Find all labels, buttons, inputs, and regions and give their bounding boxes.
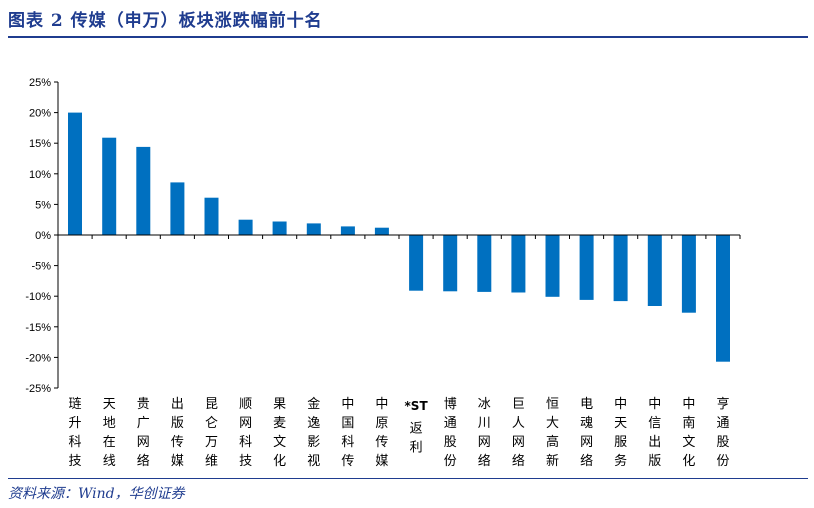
bar <box>374 227 389 235</box>
category-label: 恒大高新 <box>546 397 559 469</box>
category-label: 顺网科技 <box>239 397 252 469</box>
bar <box>204 197 219 235</box>
y-tick-label: -25% <box>25 383 51 395</box>
y-axis: 25% 20% 15% 10% 5% 0% -5% -10% -15% -20% -25% <box>25 77 59 395</box>
bar <box>613 235 628 302</box>
source-note: 资料来源：Wind，华创证券 <box>8 486 185 502</box>
category-label: *ST 返利 <box>405 399 429 456</box>
y-tick-label: 15% <box>29 138 51 150</box>
bar <box>272 221 287 235</box>
category-label: 电魂网络 <box>580 397 593 469</box>
bar <box>68 112 82 235</box>
category-labels: 琏升科技 天地在线 贵广网络 出版传媒 昆仑万维 顺网科技 果麦文化 金逸影视 中国科传 中原传媒… <box>68 396 729 469</box>
y-tick-label: 0% <box>35 230 51 242</box>
bar <box>647 235 662 306</box>
bar <box>238 219 253 235</box>
category-label: 中天服务 <box>614 397 627 469</box>
category-label: 金逸影视 <box>307 396 320 469</box>
category-label: 博通股份 <box>444 397 457 469</box>
bar <box>340 226 355 235</box>
y-tick-label: -5% <box>31 261 51 273</box>
y-tick-label: -10% <box>25 291 51 303</box>
bar <box>102 137 117 235</box>
bar <box>136 146 151 235</box>
bar <box>545 235 560 297</box>
category-label: 中信出版 <box>648 397 661 469</box>
y-tick-label: 5% <box>35 199 51 211</box>
bar <box>409 235 424 291</box>
bar <box>579 235 594 300</box>
category-label: 昆仑万维 <box>205 397 218 469</box>
y-tick-label: 25% <box>29 77 51 89</box>
title-divider <box>8 36 808 38</box>
bar <box>681 235 696 313</box>
x-axis <box>58 234 741 239</box>
category-label: 亨通股份 <box>716 396 729 469</box>
chart-title: 图表 2 传媒（申万）板块涨跌幅前十名 <box>8 11 323 31</box>
category-label: 中国科传 <box>341 397 354 469</box>
bar <box>170 182 185 235</box>
category-label: 冰川网络 <box>478 397 491 469</box>
category-label: 天地在线 <box>103 397 116 469</box>
category-label: 巨人网络 <box>512 397 525 469</box>
bar <box>511 235 526 293</box>
bar <box>443 235 458 292</box>
bar <box>306 223 321 235</box>
bars <box>68 112 730 362</box>
y-tick-label: -15% <box>25 322 51 334</box>
category-label: 琏升科技 <box>68 397 81 469</box>
source-divider <box>8 478 808 479</box>
category-label: 中南文化 <box>682 397 695 469</box>
category-label: 果麦文化 <box>273 397 286 469</box>
category-label: 贵广网络 <box>137 397 150 469</box>
category-label: 中原传媒 <box>375 397 388 469</box>
bar <box>477 235 492 292</box>
y-tick-label: 10% <box>29 169 51 181</box>
chart-heading: 图表 2 传媒（申万）板块涨跌幅前十名 <box>8 4 808 34</box>
y-tick-label: -20% <box>25 352 51 364</box>
bar <box>716 235 730 362</box>
y-tick-label: 20% <box>29 108 51 120</box>
category-label: 出版传媒 <box>171 397 184 469</box>
